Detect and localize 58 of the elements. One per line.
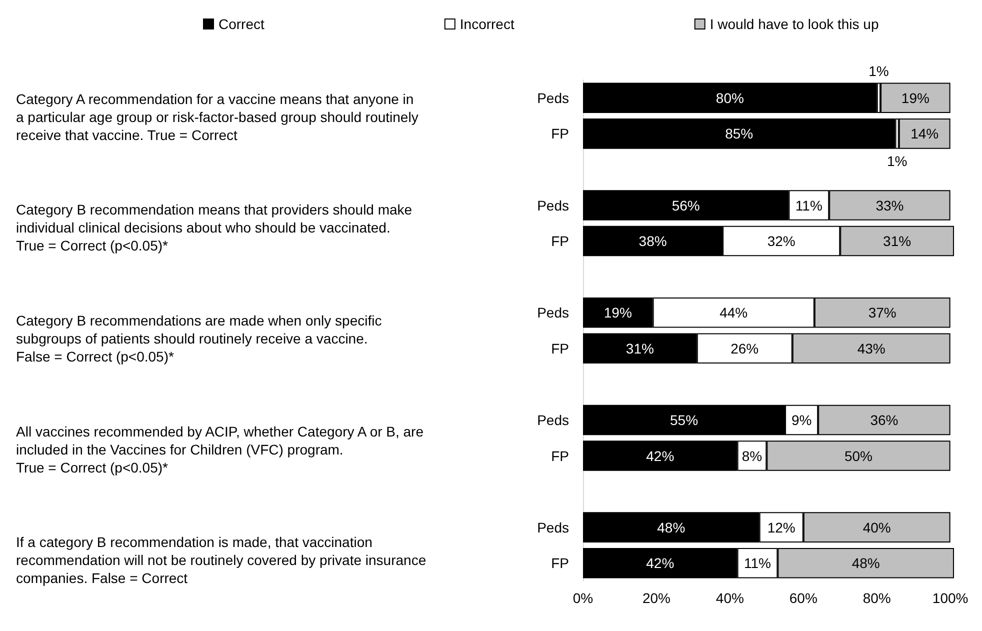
text: If a category B recommendation is made, that vaccination recommendation will not be routinely covered by private insurance companies. False = Correct [16, 534, 426, 586]
data-label: 14% [910, 126, 939, 142]
data-label: 36% [870, 412, 898, 428]
y-tick-label: FP [551, 555, 569, 572]
data-label: 48% [657, 519, 686, 536]
x-tick-label: 100% [932, 590, 968, 606]
data-label: 33% [876, 197, 904, 214]
data-label: 43% [857, 340, 886, 356]
data-label: 11% [744, 555, 771, 572]
data-label: 31% [883, 233, 912, 250]
text: Category B recommendation means that providers should make individual clinical decisions about who should be vaccinated. True = Correct (p<0.05)* [16, 202, 412, 254]
legend-label: Correct [218, 16, 265, 32]
x-tick-label: 60% [789, 590, 818, 606]
y-tick-label: Peds [537, 519, 569, 536]
data-label: 1% [868, 62, 889, 79]
data-label: 31% [626, 340, 654, 356]
y-tick-label: Peds [537, 412, 569, 428]
data-label: 12% [767, 519, 796, 536]
data-label: 55% [670, 412, 698, 428]
y-tick-label: FP [551, 233, 569, 250]
data-label: 19% [604, 304, 632, 321]
y-tick-label: Peds [537, 90, 569, 106]
data-label: 42% [646, 555, 674, 572]
bar [583, 82, 877, 114]
data-label: 26% [730, 340, 759, 356]
y-tick-label: FP [551, 448, 569, 464]
data-label: 1% [886, 152, 908, 169]
data-label: 85% [725, 126, 754, 142]
data-label: 44% [720, 304, 748, 321]
data-label: 38% [638, 233, 667, 250]
text: Category B recommendations are made when only specific subgroups of patients should routinely receive a vaccine. False = Correct (p<0.05)* [16, 312, 382, 364]
legend-label: I would have to look this up [710, 16, 879, 32]
data-label: 56% [672, 197, 700, 214]
data-label: 11% [795, 197, 822, 214]
bar [880, 82, 950, 114]
data-label: 50% [844, 448, 873, 464]
x-tick-label: 0% [572, 590, 594, 606]
x-tick-label: 80% [862, 590, 891, 606]
y-tick-label: Peds [537, 304, 569, 321]
bar [898, 118, 950, 149]
legend-label: Incorrect [460, 16, 514, 32]
data-label: 80% [716, 90, 744, 106]
y-tick-label: FP [551, 340, 569, 356]
data-label: 42% [646, 448, 674, 464]
data-label: 9% [791, 412, 812, 428]
data-label: 19% [901, 90, 930, 106]
text: All vaccines recommended by ACIP, whether Category A or B, are included in the Vaccines for Children (VFC) program. True = Correct (p<0.05)* [16, 423, 424, 476]
x-tick-label: 20% [642, 590, 670, 606]
bar [583, 118, 896, 149]
data-label: 40% [862, 519, 891, 536]
y-tick-label: FP [551, 126, 569, 142]
text: Category A recommendation for a vaccine means that anyone in a particular age group or risk-factor-based group should routinely receive that vaccine. True = Correct [16, 90, 418, 143]
data-label: 48% [852, 555, 880, 572]
data-label: 32% [767, 233, 796, 250]
x-tick-label: 40% [716, 590, 744, 606]
data-label: 8% [742, 448, 762, 464]
data-label: 37% [868, 304, 896, 321]
y-tick-label: Peds [537, 197, 569, 214]
